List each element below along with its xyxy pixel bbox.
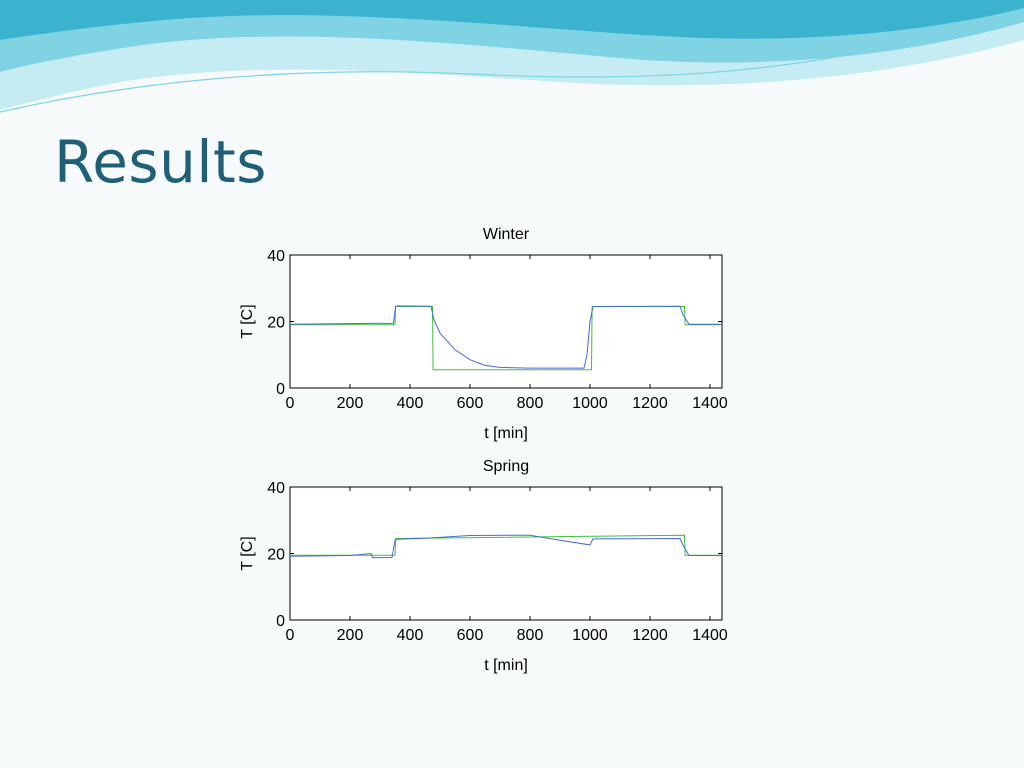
wave-line: [0, 9, 1024, 113]
y-tick-label: 20: [267, 315, 285, 332]
chart-axes: 0 200 400 600 800 1000 1200 1400 0 20 40: [267, 248, 728, 412]
chart-axes: 0 200 400 600 800 1000 1200 1400 0 20 40: [267, 480, 728, 644]
y-axis-label: T [C]: [239, 304, 256, 338]
spring-chart: 0 200 400 600 800 1000 1200 1400 0 20 40 Spring t …: [239, 458, 728, 674]
page-title: Results: [54, 128, 267, 196]
chart-series: [289, 534, 722, 559]
chart-series: [289, 305, 722, 371]
x-tick-label: 1000: [572, 627, 608, 644]
background-wave: [0, 0, 1024, 113]
x-tick-label: 600: [457, 395, 484, 412]
x-tick-label: 1000: [572, 395, 608, 412]
chart-labels: Winter t [min] T [C]: [239, 226, 530, 442]
winter-chart: 0 200 400 600 800 1000 1200 1400 0 20 40 Winter t …: [239, 226, 728, 442]
x-axis-label: t [min]: [484, 425, 528, 442]
x-tick-label: 1200: [632, 627, 668, 644]
y-tick-label: 20: [267, 547, 285, 564]
x-tick-label: 400: [397, 627, 424, 644]
series-line-1: [289, 305, 722, 369]
x-tick-label: 1400: [692, 627, 728, 644]
series-line-1: [289, 534, 722, 559]
chart-title: Winter: [483, 226, 530, 243]
chart-labels: Spring t [min] T [C]: [239, 458, 529, 674]
x-axis-label: t [min]: [484, 657, 528, 674]
x-tick-label: 1200: [632, 395, 668, 412]
x-tick-label: 200: [337, 395, 364, 412]
plot-area: [289, 254, 723, 389]
y-tick-label: 0: [276, 381, 285, 398]
plot-area: [289, 486, 723, 621]
chart-title: Spring: [483, 458, 529, 475]
x-tick-label: 400: [397, 395, 424, 412]
x-tick-label: 600: [457, 627, 484, 644]
x-tick-label: 1400: [692, 395, 728, 412]
series-line-0: [290, 306, 722, 371]
x-tick-label: 0: [286, 627, 295, 644]
x-tick-label: 200: [337, 627, 364, 644]
wave-dark: [0, 0, 1024, 40]
x-tick-label: 800: [517, 627, 544, 644]
y-axis-label: T [C]: [239, 536, 256, 570]
y-tick-label: 40: [267, 480, 285, 497]
x-tick-label: 0: [286, 395, 295, 412]
y-tick-label: 40: [267, 248, 285, 265]
y-tick-label: 0: [276, 613, 285, 630]
x-tick-label: 800: [517, 395, 544, 412]
